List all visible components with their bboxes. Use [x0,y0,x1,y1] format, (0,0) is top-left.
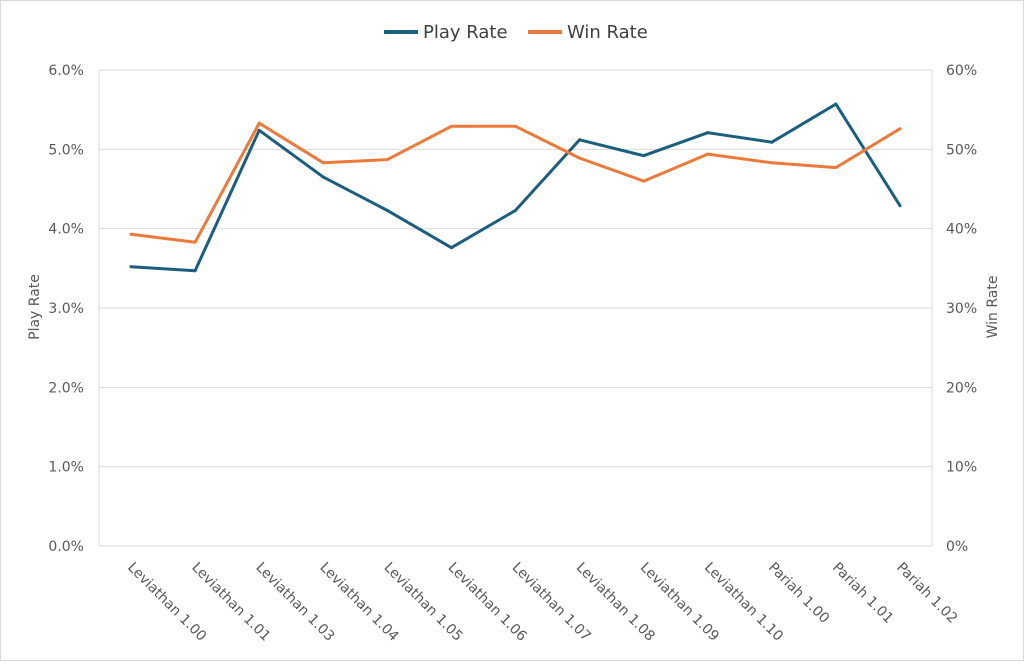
data-point-win-rate [385,158,389,162]
data-point-win-rate [193,240,197,244]
data-point-win-rate [642,179,646,183]
legend: Play Rate Win Rate [384,22,648,43]
legend-item-win-rate: Win Rate [528,22,648,43]
y-right-tick-label: 60% [946,63,977,79]
left-axis-ticks: 0.0% 1.0% 2.0% 3.0% 4.0% 5.0% 6.0% [48,63,84,555]
series-lines [129,102,902,273]
data-point-win-rate [578,156,582,160]
legend-label-win-rate: Win Rate [567,22,648,43]
data-point-win-rate [321,161,325,165]
data-point-play-rate [514,208,517,212]
y-axis-title-left: Play Rate [27,274,43,340]
data-point-win-rate [706,152,710,156]
data-point-play-rate [578,138,582,142]
data-point-play-rate [706,131,710,135]
data-point-win-rate [770,161,774,165]
x-tick-label: Pariah 1.00 [765,560,832,627]
y-axis-title-right: Win Rate [985,276,1001,339]
data-point-play-rate [129,265,133,269]
y-right-tick-label: 50% [946,142,977,158]
series-line-win-rate [129,121,902,244]
y-left-tick-label: 0.0% [48,539,84,555]
data-point-play-rate [642,154,646,158]
data-point-win-rate [834,166,838,170]
data-point-play-rate [834,102,838,106]
legend-label-play-rate: Play Rate [423,22,508,43]
x-tick-label: Pariah 1.02 [893,560,960,627]
legend-item-play-rate: Play Rate [384,22,508,43]
data-point-play-rate [449,246,453,250]
data-point-play-rate [770,140,774,144]
data-point-play-rate [321,175,325,179]
data-point-win-rate [449,124,453,128]
y-right-tick-label: 10% [946,460,977,476]
data-point-play-rate [385,208,389,212]
y-left-tick-label: 2.0% [48,380,84,396]
data-point-win-rate [514,124,517,128]
y-left-tick-label: 3.0% [48,301,84,317]
y-left-tick-label: 1.0% [48,460,84,476]
data-point-play-rate [257,128,261,132]
y-left-tick-label: 5.0% [48,142,84,158]
right-axis-ticks: 0% 10% 20% 30% 40% 50% 60% [946,63,977,555]
data-point-win-rate [129,232,133,236]
y-right-tick-label: 40% [946,222,977,238]
data-point-play-rate [898,204,902,208]
y-left-tick-label: 4.0% [48,222,84,238]
y-left-tick-label: 6.0% [48,63,84,79]
data-point-win-rate [898,127,902,131]
data-point-win-rate [257,121,261,125]
y-right-tick-label: 20% [946,380,977,396]
x-tick-label: Pariah 1.01 [829,560,896,627]
data-point-play-rate [193,269,197,273]
gridlines [98,69,933,547]
y-right-tick-label: 30% [946,301,977,317]
series-line-play-rate [129,102,902,273]
y-right-tick-label: 0% [946,539,968,555]
